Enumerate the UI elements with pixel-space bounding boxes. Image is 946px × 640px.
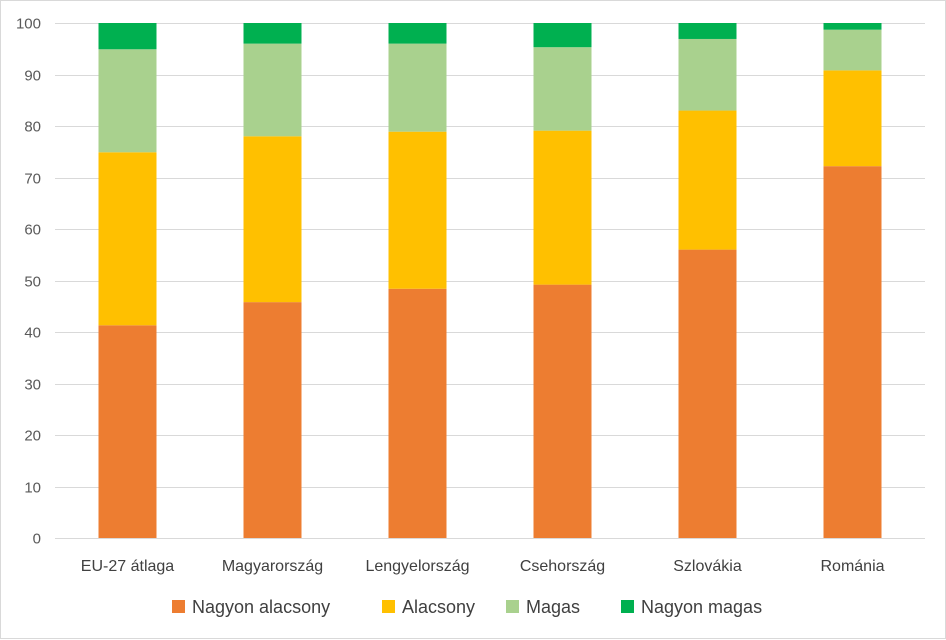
bar-segment-4 bbox=[388, 23, 447, 44]
bar-segment-4 bbox=[243, 23, 302, 44]
x-category-label: Lengyelország bbox=[365, 558, 469, 575]
bar-segment-1 bbox=[243, 302, 302, 538]
bar-segment-4 bbox=[678, 23, 737, 39]
bar-segment-4 bbox=[823, 23, 882, 30]
y-tick-label: 30 bbox=[24, 377, 41, 394]
legend-label: Alacsony bbox=[402, 597, 475, 617]
legend-label: Nagyon magas bbox=[641, 597, 762, 617]
bar-segment-3 bbox=[678, 38, 737, 111]
bar-segment-4 bbox=[533, 23, 592, 48]
bar-segment-1 bbox=[388, 288, 447, 538]
x-category-label: Románia bbox=[820, 558, 884, 575]
y-tick-label: 80 bbox=[24, 119, 41, 136]
bar-segment-3 bbox=[533, 47, 592, 131]
bar-segment-1 bbox=[533, 284, 592, 538]
bar-segment-2 bbox=[388, 131, 447, 289]
y-tick-label: 60 bbox=[24, 222, 41, 239]
legend-label: Nagyon alacsony bbox=[192, 597, 330, 617]
legend-label: Magas bbox=[526, 597, 580, 617]
bar-segment-3 bbox=[98, 49, 157, 153]
y-tick-label: 40 bbox=[24, 325, 41, 342]
bar-segment-1 bbox=[678, 249, 737, 538]
bar-segment-2 bbox=[678, 110, 737, 250]
bar-segment-4 bbox=[98, 23, 157, 50]
bar-segment-2 bbox=[823, 70, 882, 167]
x-category-label: EU-27 átlaga bbox=[81, 558, 174, 575]
bar-segment-2 bbox=[243, 136, 302, 303]
y-tick-label: 50 bbox=[24, 274, 41, 291]
bar-segment-2 bbox=[533, 130, 592, 285]
legend-swatch bbox=[621, 600, 634, 613]
x-category-label: Csehország bbox=[520, 558, 605, 575]
bars bbox=[98, 23, 882, 539]
legend-swatch bbox=[172, 600, 185, 613]
y-axis-ticks: 0 10 20 30 40 50 60 70 80 90 100 bbox=[16, 16, 41, 548]
legend: Nagyon alacsony Alacsony Magas Nagyon magas bbox=[172, 597, 762, 617]
bar-segment-3 bbox=[243, 43, 302, 137]
y-tick-label: 100 bbox=[16, 16, 41, 33]
bar-segment-3 bbox=[388, 43, 447, 132]
bar-segment-1 bbox=[823, 166, 882, 539]
x-category-label: Szlovákia bbox=[673, 558, 742, 575]
y-tick-label: 10 bbox=[24, 480, 41, 497]
y-tick-label: 20 bbox=[24, 428, 41, 445]
legend-swatch bbox=[506, 600, 519, 613]
x-category-label: Magyarország bbox=[222, 558, 323, 575]
bar-segment-1 bbox=[98, 325, 157, 538]
bar-segment-2 bbox=[98, 152, 157, 326]
gridlines bbox=[55, 23, 925, 539]
y-tick-label: 90 bbox=[24, 68, 41, 85]
legend-swatch bbox=[382, 600, 395, 613]
y-tick-label: 0 bbox=[33, 531, 41, 548]
y-tick-label: 70 bbox=[24, 171, 41, 188]
bar-segment-3 bbox=[823, 29, 882, 71]
x-axis-categories: EU-27 átlaga Magyarország Lengyelország Cse… bbox=[81, 558, 885, 575]
